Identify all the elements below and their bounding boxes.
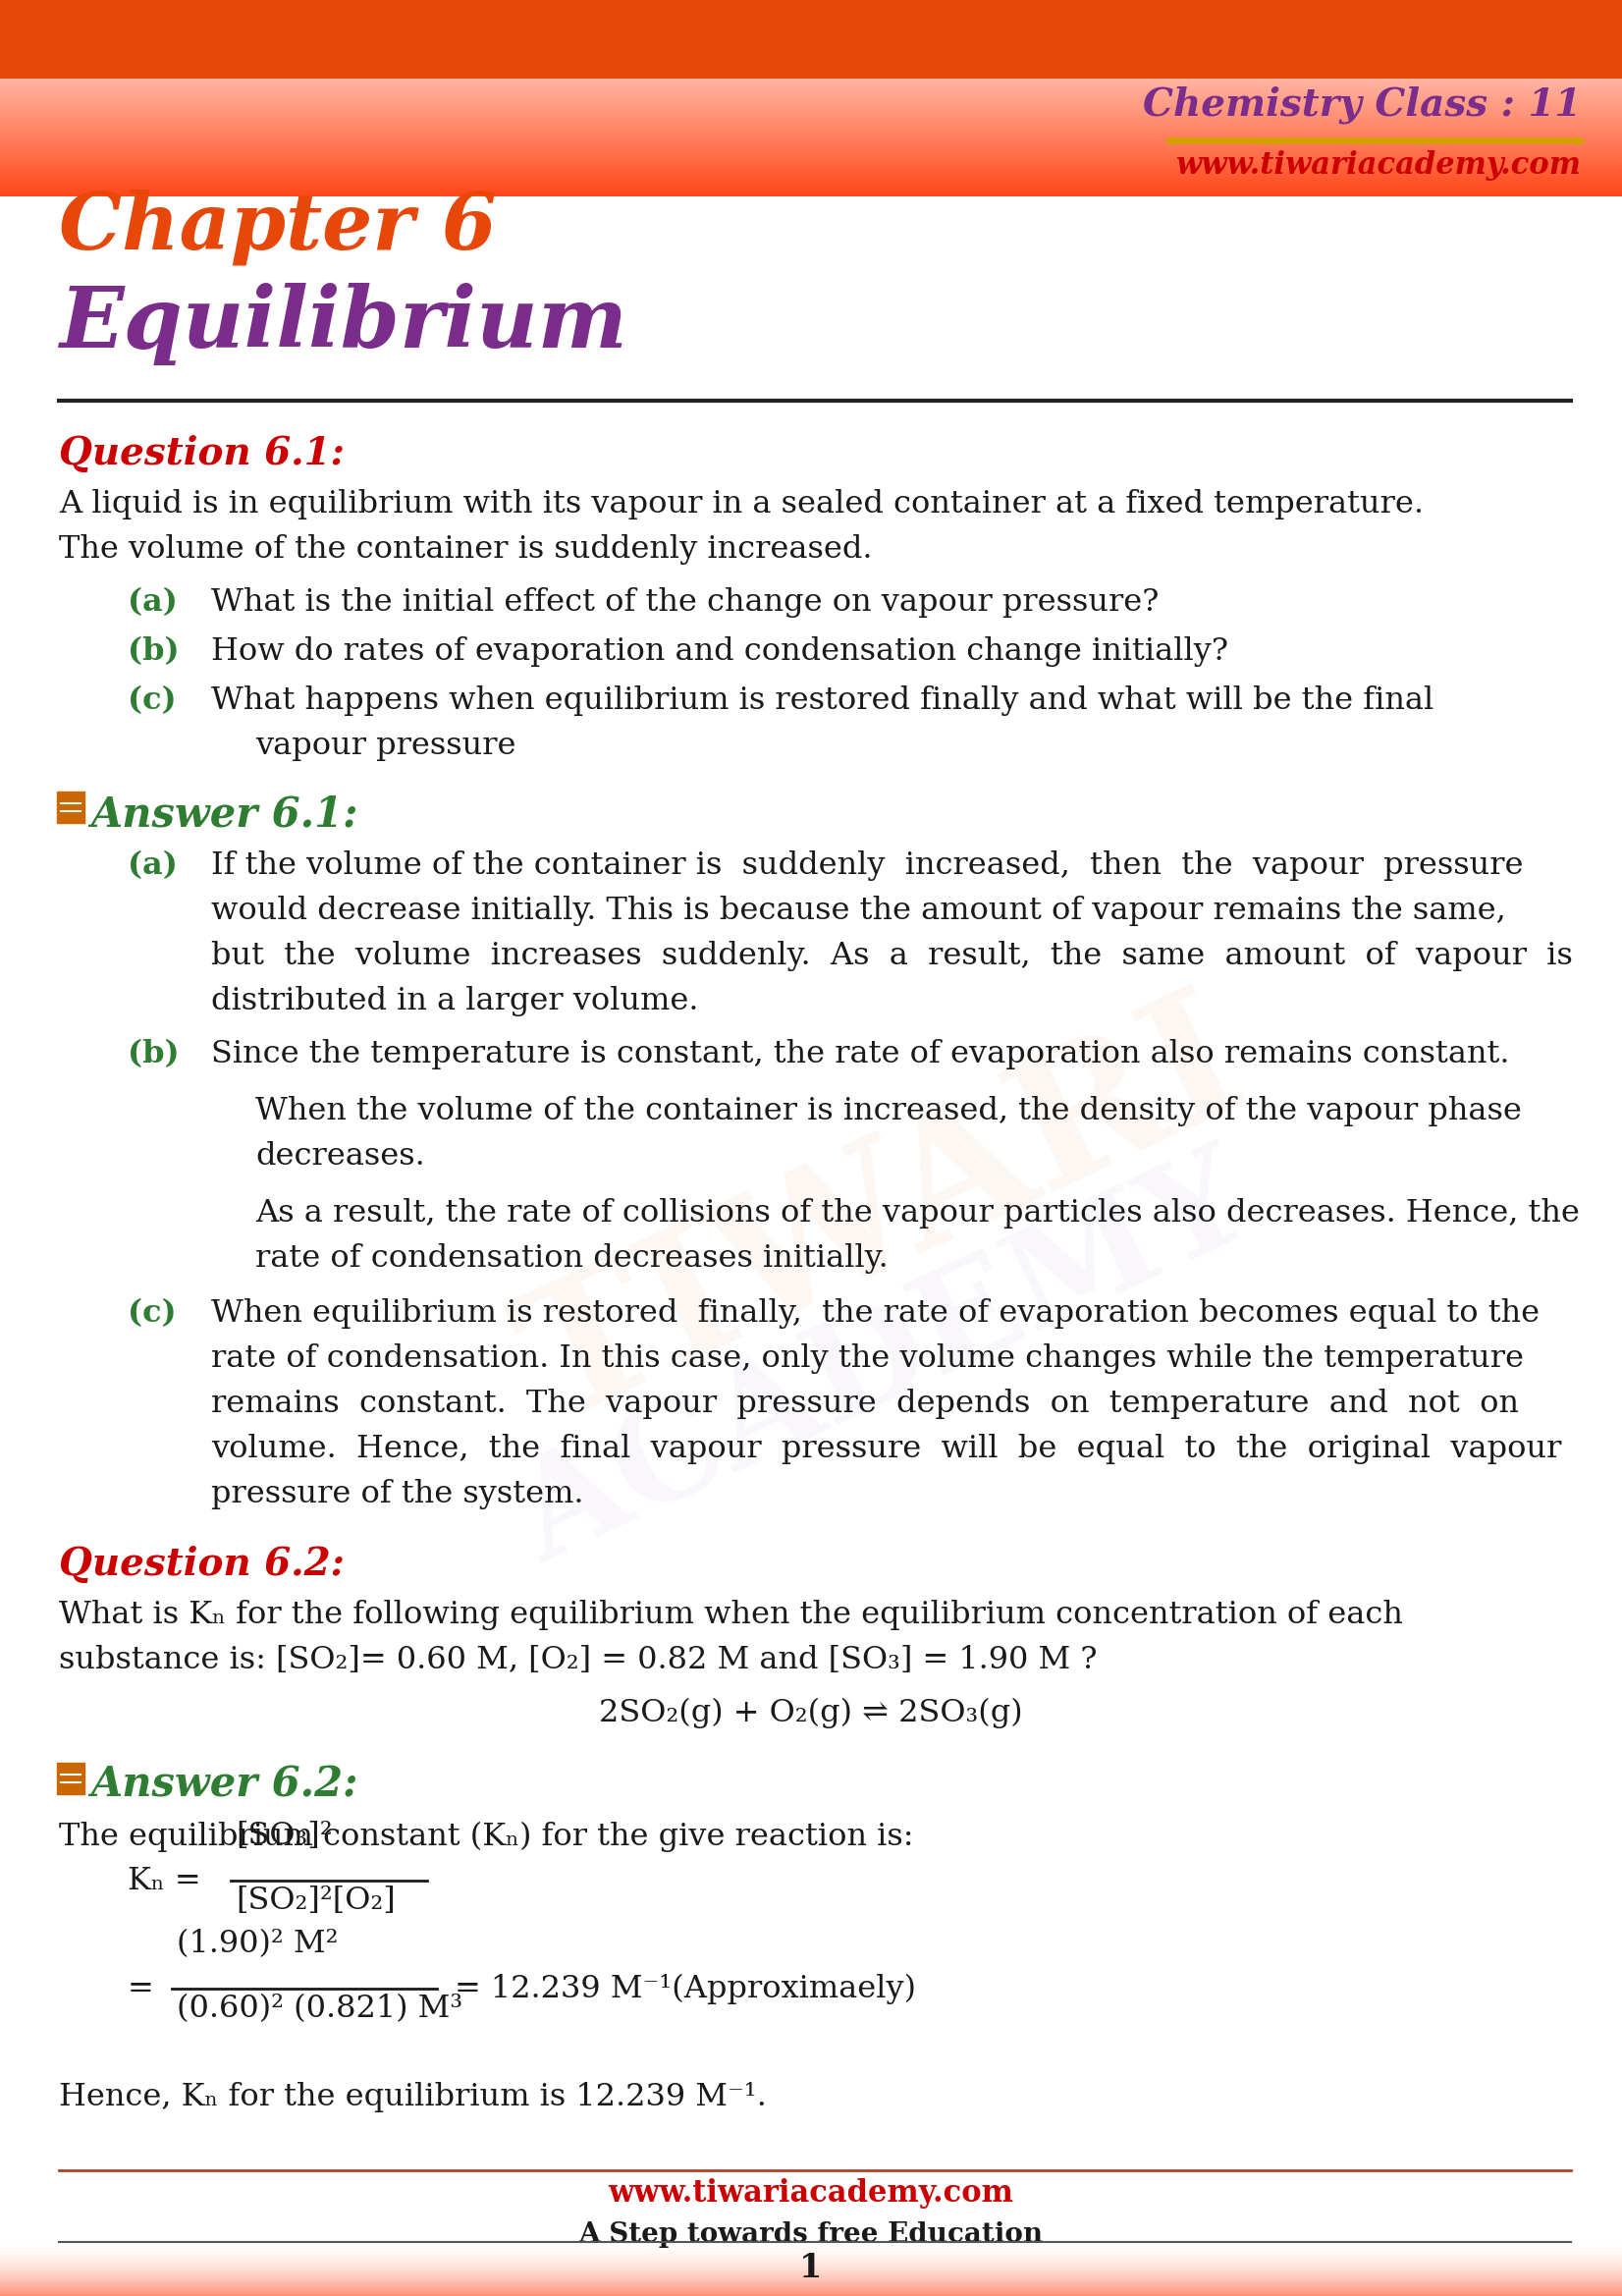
Text: ACADEMY: ACADEMY	[498, 1137, 1270, 1589]
Text: substance is: [SO₂]= 0.60 M, [O₂] = 0.82 M and [SO₃] = 1.90 M ?: substance is: [SO₂]= 0.60 M, [O₂] = 0.82…	[58, 1644, 1096, 1676]
Text: Answer 6.2:: Answer 6.2:	[91, 1766, 358, 1807]
Bar	[57, 792, 84, 822]
Text: Question 6.2:: Question 6.2:	[58, 1545, 344, 1582]
Text: rate of condensation. In this case, only the volume changes while the temperatur: rate of condensation. In this case, only…	[211, 1343, 1523, 1373]
Text: decreases.: decreases.	[255, 1141, 425, 1171]
Text: www.tiwariacademy.com: www.tiwariacademy.com	[608, 2179, 1014, 2209]
Text: Since the temperature is constant, the rate of evaporation also remains constant: Since the temperature is constant, the r…	[211, 1040, 1510, 1070]
Text: Answer 6.1:: Answer 6.1:	[91, 794, 358, 836]
Text: but  the  volume  increases  suddenly.  As  a  result,  the  same  amount  of  v: but the volume increases suddenly. As a …	[211, 941, 1573, 971]
Text: rate of condensation decreases initially.: rate of condensation decreases initially…	[255, 1242, 889, 1274]
Text: Chemistry Class : 11: Chemistry Class : 11	[1142, 87, 1581, 124]
Text: When equilibrium is restored  finally,  the rate of evaporation becomes equal to: When equilibrium is restored finally, th…	[211, 1297, 1539, 1329]
Text: If the volume of the container is  suddenly  increased,  then  the  vapour  pres: If the volume of the container is sudden…	[211, 850, 1523, 882]
Text: [SO₃]²: [SO₃]²	[235, 1821, 333, 1851]
Text: Chapter 6: Chapter 6	[58, 191, 496, 266]
Text: = 12.239 M⁻¹(Approximaely): = 12.239 M⁻¹(Approximaely)	[454, 1972, 916, 2004]
Text: TIWARI: TIWARI	[498, 974, 1270, 1458]
Text: (c): (c)	[128, 1297, 177, 1329]
Text: A liquid is in equilibrium with its vapour in a sealed container at a fixed temp: A liquid is in equilibrium with its vapo…	[58, 489, 1424, 519]
Bar	[0, 0, 1622, 78]
Text: The volume of the container is suddenly increased.: The volume of the container is suddenly …	[58, 535, 873, 565]
Text: What is Kₙ for the following equilibrium when the equilibrium concentration of e: What is Kₙ for the following equilibrium…	[58, 1600, 1403, 1630]
Text: (0.60)² (0.821) M³: (0.60)² (0.821) M³	[177, 1993, 462, 2025]
Text: (a): (a)	[128, 850, 177, 882]
Text: Question 6.1:: Question 6.1:	[58, 434, 344, 473]
Text: A Step towards free Education: A Step towards free Education	[579, 2220, 1043, 2248]
Text: Hence, Kₙ for the equilibrium is 12.239 M⁻¹.: Hence, Kₙ for the equilibrium is 12.239 …	[58, 2082, 767, 2112]
Text: The equilibrium constant (Kₙ) for the give reaction is:: The equilibrium constant (Kₙ) for the gi…	[58, 1821, 913, 1853]
Text: pressure of the system.: pressure of the system.	[211, 1479, 584, 1508]
Text: Kₙ =: Kₙ =	[128, 1864, 201, 1896]
Text: volume.  Hence,  the  final  vapour  pressure  will  be  equal  to  the  origina: volume. Hence, the final vapour pressure…	[211, 1433, 1562, 1465]
Text: Equilibrium: Equilibrium	[58, 282, 628, 365]
Text: (c): (c)	[128, 687, 177, 716]
Text: When the volume of the container is increased, the density of the vapour phase: When the volume of the container is incr…	[255, 1095, 1521, 1127]
Text: How do rates of evaporation and condensation change initially?: How do rates of evaporation and condensa…	[211, 636, 1228, 666]
Text: 1: 1	[800, 2252, 822, 2285]
Text: www.tiwariacademy.com: www.tiwariacademy.com	[1176, 149, 1581, 181]
Text: (1.90)² M²: (1.90)² M²	[177, 1929, 339, 1958]
Text: =: =	[128, 1972, 154, 2004]
Text: (b): (b)	[128, 636, 180, 666]
Text: (b): (b)	[128, 1040, 180, 1070]
Text: What is the initial effect of the change on vapour pressure?: What is the initial effect of the change…	[211, 588, 1160, 618]
Text: vapour pressure: vapour pressure	[255, 730, 516, 760]
Text: As a result, the rate of collisions of the vapour particles also decreases. Henc: As a result, the rate of collisions of t…	[255, 1199, 1580, 1228]
Text: remains  constant.  The  vapour  pressure  depends  on  temperature  and  not  o: remains constant. The vapour pressure de…	[211, 1389, 1518, 1419]
Text: distributed in a larger volume.: distributed in a larger volume.	[211, 985, 699, 1017]
Bar	[57, 1763, 84, 1793]
Text: [SO₂]²[O₂]: [SO₂]²[O₂]	[235, 1885, 396, 1915]
Text: 2SO₂(g) + O₂(g) ⇌ 2SO₃(g): 2SO₂(g) + O₂(g) ⇌ 2SO₃(g)	[599, 1699, 1023, 1729]
Text: What happens when equilibrium is restored finally and what will be the final: What happens when equilibrium is restore…	[211, 687, 1434, 716]
Text: would decrease initially. This is because the amount of vapour remains the same,: would decrease initially. This is becaus…	[211, 895, 1505, 925]
Text: (a): (a)	[128, 588, 177, 618]
